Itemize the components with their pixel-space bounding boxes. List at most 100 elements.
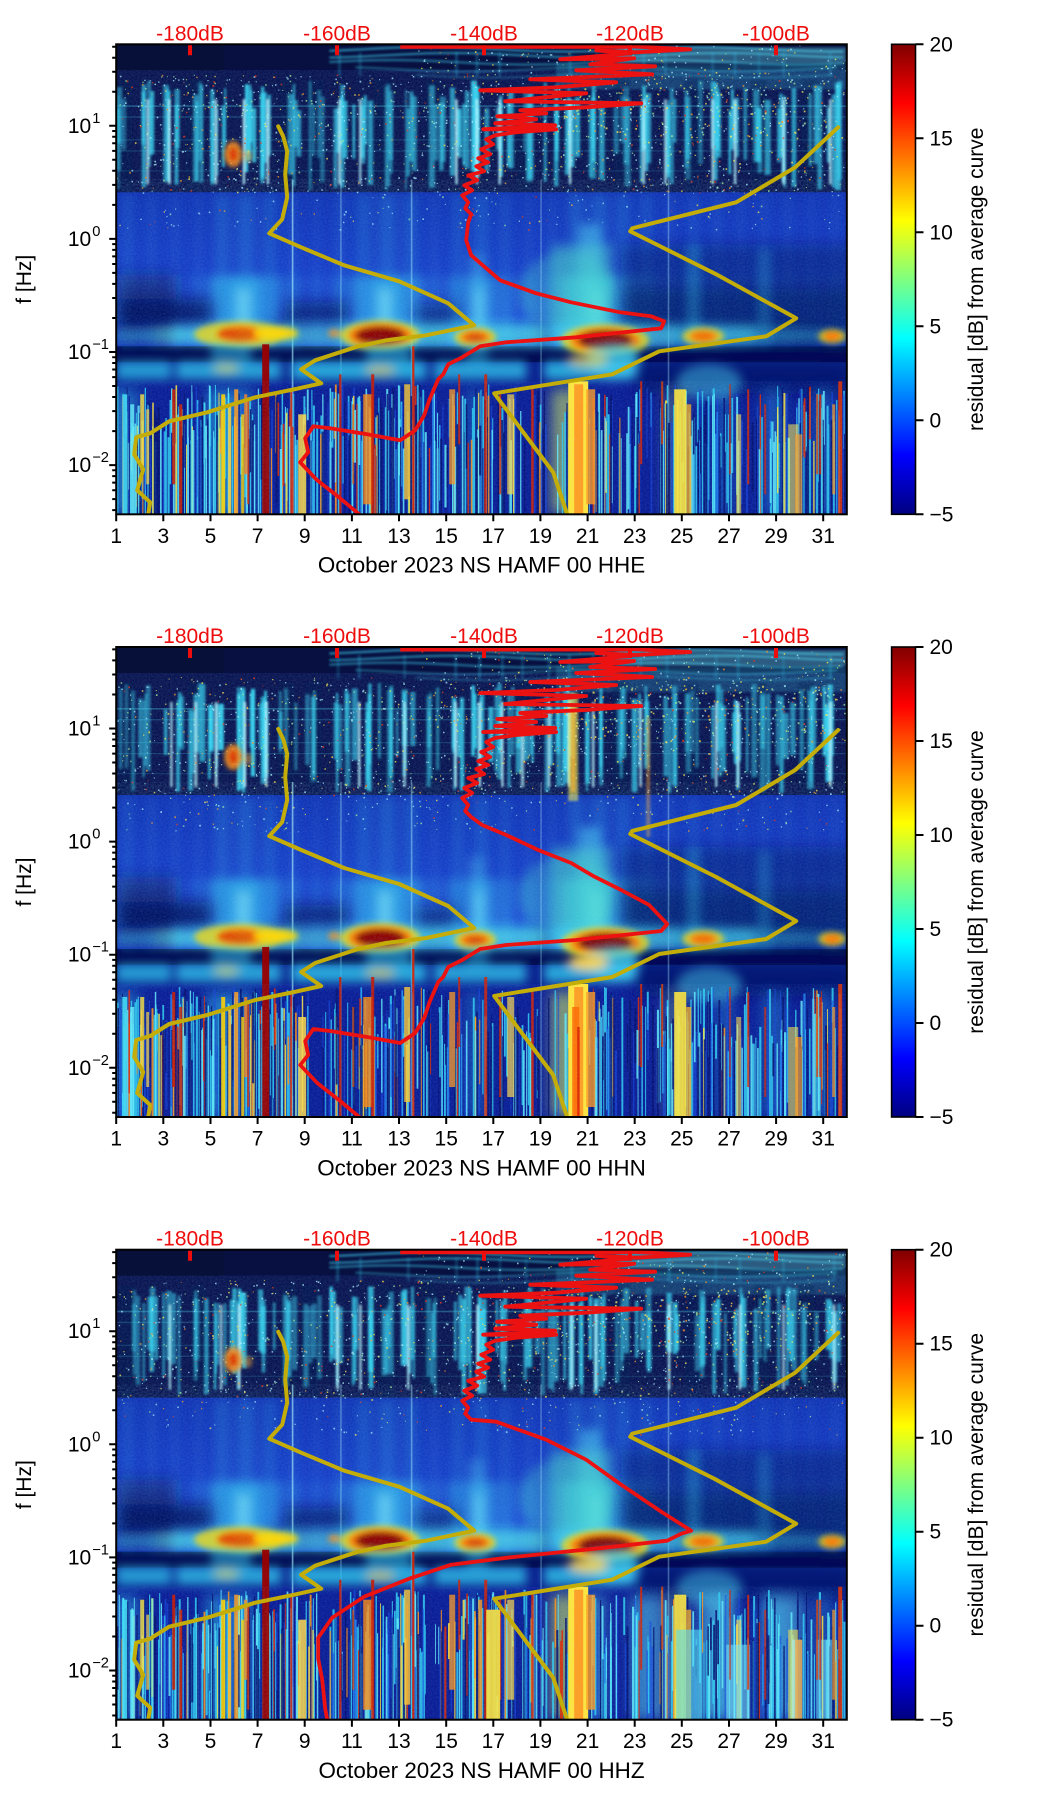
svg-text:0: 0 — [92, 224, 100, 240]
svg-text:27: 27 — [717, 525, 740, 548]
svg-text:3: 3 — [157, 1730, 169, 1753]
svg-text:7: 7 — [252, 1730, 264, 1753]
svg-text:20: 20 — [930, 636, 953, 659]
svg-text:20: 20 — [930, 33, 953, 56]
svg-text:−2: −2 — [92, 1053, 109, 1069]
svg-text:15: 15 — [930, 1333, 953, 1356]
svg-text:19: 19 — [529, 525, 552, 548]
svg-text:1: 1 — [110, 525, 122, 548]
svg-text:1: 1 — [110, 1128, 122, 1151]
svg-text:-180dB: -180dB — [156, 22, 224, 45]
svg-text:−1: −1 — [92, 337, 109, 353]
svg-text:11: 11 — [341, 1128, 363, 1151]
svg-text:20: 20 — [930, 1239, 953, 1262]
svg-text:-160dB: -160dB — [303, 1228, 371, 1251]
svg-text:−1: −1 — [92, 940, 109, 956]
svg-text:5: 5 — [930, 918, 942, 941]
svg-text:17: 17 — [482, 525, 505, 548]
svg-text:-180dB: -180dB — [156, 625, 224, 648]
svg-text:0: 0 — [92, 1429, 100, 1445]
svg-text:10: 10 — [68, 831, 91, 854]
svg-text:-140dB: -140dB — [450, 1228, 518, 1251]
svg-text:1: 1 — [92, 1316, 100, 1332]
svg-text:25: 25 — [670, 1128, 693, 1151]
svg-text:31: 31 — [812, 525, 835, 548]
svg-text:21: 21 — [576, 1128, 599, 1151]
svg-text:10: 10 — [68, 1660, 91, 1683]
svg-text:11: 11 — [341, 525, 363, 548]
svg-text:-140dB: -140dB — [450, 22, 518, 45]
svg-text:11: 11 — [341, 1730, 363, 1753]
svg-text:23: 23 — [623, 1128, 646, 1151]
svg-text:−5: −5 — [930, 1106, 954, 1129]
svg-text:13: 13 — [387, 1128, 410, 1151]
svg-text:-160dB: -160dB — [303, 625, 371, 648]
svg-text:5: 5 — [205, 1730, 217, 1753]
svg-text:15: 15 — [435, 1128, 458, 1151]
svg-text:25: 25 — [670, 525, 693, 548]
svg-text:October 2023 NS HAMF 00 HHE: October 2023 NS HAMF 00 HHE — [318, 553, 645, 578]
svg-text:7: 7 — [252, 525, 264, 548]
svg-text:5: 5 — [205, 525, 217, 548]
svg-text:9: 9 — [299, 1730, 311, 1753]
svg-text:25: 25 — [670, 1730, 693, 1753]
svg-text:1: 1 — [92, 111, 100, 127]
svg-text:27: 27 — [717, 1730, 740, 1753]
svg-text:0: 0 — [930, 1615, 942, 1638]
svg-text:19: 19 — [529, 1128, 552, 1151]
svg-text:15: 15 — [435, 1730, 458, 1753]
svg-text:-180dB: -180dB — [156, 1228, 224, 1251]
svg-text:10: 10 — [68, 1057, 91, 1080]
svg-text:31: 31 — [812, 1730, 835, 1753]
svg-text:10: 10 — [930, 221, 953, 244]
svg-text:5: 5 — [205, 1128, 217, 1151]
svg-text:5: 5 — [930, 1521, 942, 1544]
svg-text:10: 10 — [930, 1427, 953, 1450]
svg-text:-100dB: -100dB — [742, 625, 810, 648]
svg-text:−1: −1 — [92, 1542, 109, 1558]
svg-text:10: 10 — [68, 228, 91, 251]
svg-text:-160dB: -160dB — [303, 22, 371, 45]
svg-text:10: 10 — [930, 824, 953, 847]
svg-text:1: 1 — [110, 1730, 122, 1753]
svg-text:0: 0 — [92, 827, 100, 843]
svg-text:5: 5 — [930, 315, 942, 338]
svg-text:13: 13 — [387, 1730, 410, 1753]
svg-text:7: 7 — [252, 1128, 264, 1151]
svg-text:residual [dB] from average cur: residual [dB] from average curve — [965, 128, 988, 431]
svg-text:-120dB: -120dB — [596, 625, 664, 648]
svg-text:10: 10 — [68, 1433, 91, 1456]
svg-text:10: 10 — [68, 718, 91, 741]
svg-text:21: 21 — [576, 1730, 599, 1753]
svg-text:3: 3 — [157, 525, 169, 548]
svg-text:19: 19 — [529, 1730, 552, 1753]
svg-text:October 2023 NS HAMF 00 HHZ: October 2023 NS HAMF 00 HHZ — [318, 1758, 644, 1783]
svg-text:0: 0 — [930, 1012, 942, 1035]
svg-text:10: 10 — [68, 1320, 91, 1343]
svg-text:10: 10 — [68, 341, 91, 364]
svg-text:-140dB: -140dB — [450, 625, 518, 648]
svg-text:29: 29 — [764, 1128, 787, 1151]
svg-text:23: 23 — [623, 1730, 646, 1753]
svg-text:27: 27 — [717, 1128, 740, 1151]
svg-text:10: 10 — [68, 454, 91, 477]
svg-text:10: 10 — [68, 115, 91, 138]
svg-text:−5: −5 — [930, 1709, 954, 1732]
svg-text:residual [dB] from average cur: residual [dB] from average curve — [965, 1333, 988, 1636]
svg-text:−2: −2 — [92, 450, 109, 466]
svg-text:-120dB: -120dB — [596, 1228, 664, 1251]
svg-text:15: 15 — [930, 127, 953, 150]
svg-text:f [Hz]: f [Hz] — [13, 1460, 36, 1509]
svg-text:9: 9 — [299, 525, 311, 548]
svg-text:−2: −2 — [92, 1656, 109, 1672]
svg-text:-100dB: -100dB — [742, 1228, 810, 1251]
svg-text:-100dB: -100dB — [742, 22, 810, 45]
svg-text:29: 29 — [764, 525, 787, 548]
svg-text:23: 23 — [623, 525, 646, 548]
svg-text:3: 3 — [157, 1128, 169, 1151]
svg-text:f [Hz]: f [Hz] — [13, 857, 36, 906]
svg-text:−5: −5 — [930, 503, 954, 526]
svg-text:residual [dB] from average cur: residual [dB] from average curve — [965, 730, 988, 1033]
svg-text:15: 15 — [930, 730, 953, 753]
svg-text:0: 0 — [930, 409, 942, 432]
